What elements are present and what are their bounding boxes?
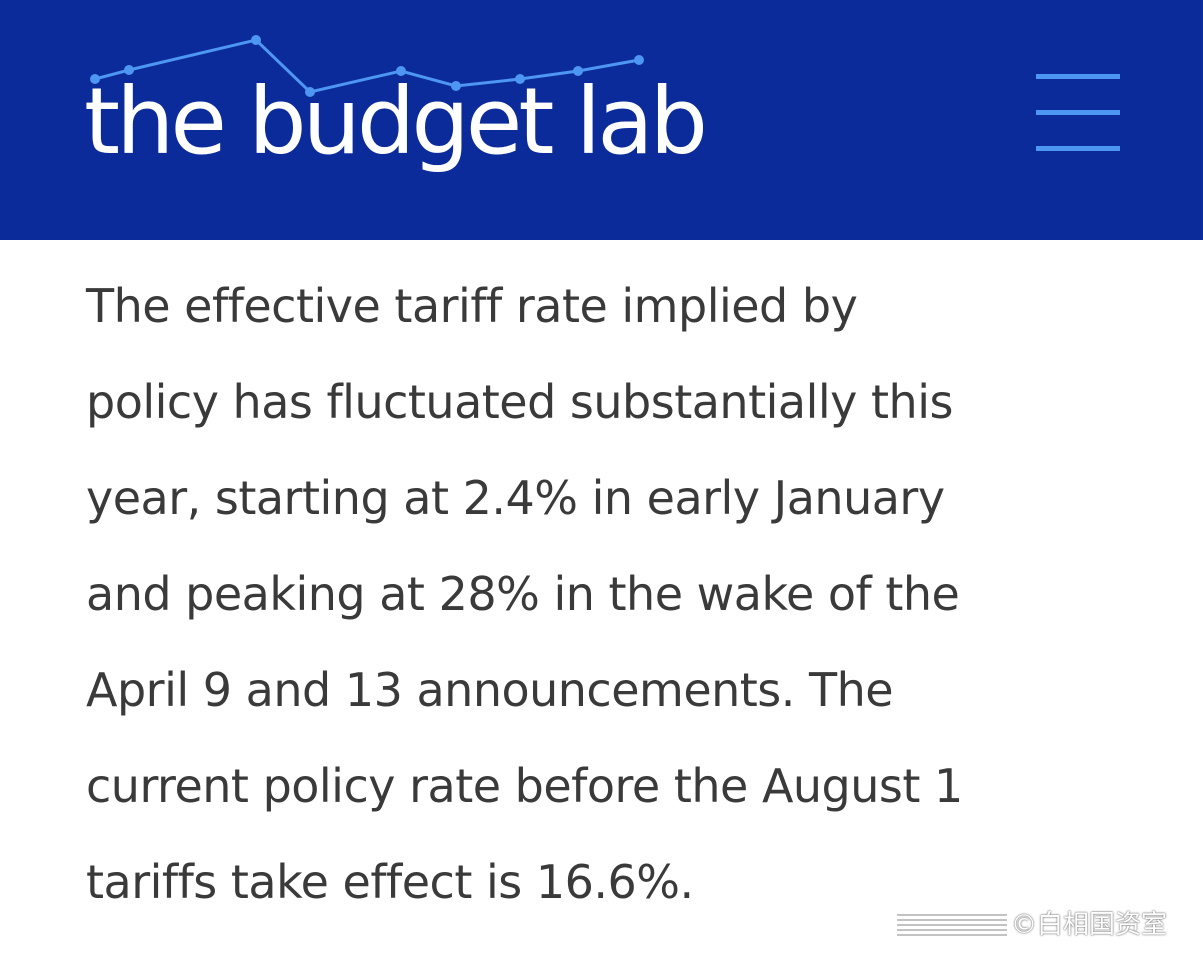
menu-bar-top xyxy=(1036,74,1120,79)
menu-bar-middle xyxy=(1036,110,1120,115)
watermark-text: ©白相国资室 xyxy=(1011,910,1168,940)
hamburger-menu-icon[interactable] xyxy=(1030,66,1126,162)
article-body: The effective tariff rate implied by pol… xyxy=(86,258,1146,930)
article-paragraph: The effective tariff rate implied by pol… xyxy=(86,258,1146,930)
paragraph-line: current policy rate before the August 1 xyxy=(86,759,963,813)
menu-bar-bottom xyxy=(1036,146,1120,151)
site-header: the budget lab xyxy=(0,0,1203,240)
site-logo-text[interactable]: the budget lab xyxy=(84,68,708,175)
watermark: ©白相国资室 xyxy=(897,908,1187,942)
paragraph-line: year, starting at 2.4% in early January xyxy=(86,471,945,525)
paragraph-line: April 9 and 13 announcements. The xyxy=(86,663,894,717)
watermark-lines xyxy=(897,914,1007,936)
sparkline-logo-icon xyxy=(90,35,644,97)
paragraph-line: The effective tariff rate implied by xyxy=(86,279,858,333)
paragraph-line: and peaking at 28% in the wake of the xyxy=(86,567,960,621)
paragraph-line: policy has fluctuated substantially this xyxy=(86,375,953,429)
paragraph-line: tariffs take effect is 16.6%. xyxy=(86,855,694,909)
